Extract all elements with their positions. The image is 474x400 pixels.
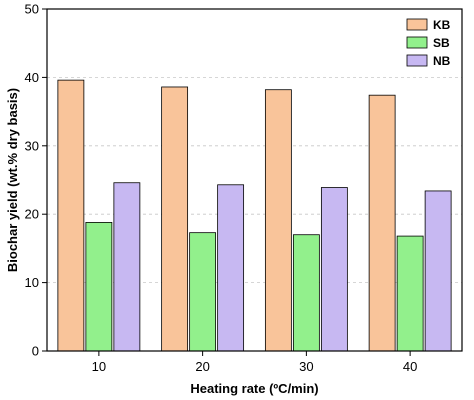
x-axis: 10 20 30 40 bbox=[92, 351, 417, 374]
legend-label-nb: NB bbox=[433, 54, 451, 68]
bar-nb-40 bbox=[424, 190, 452, 352]
bar-sb-40 bbox=[396, 235, 424, 352]
legend-swatch-sb bbox=[406, 36, 428, 49]
bar-sb-30 bbox=[292, 234, 320, 352]
y-tick-label: 20 bbox=[25, 207, 39, 222]
y-tick-label: 40 bbox=[25, 70, 39, 85]
x-tick-label: 20 bbox=[195, 359, 209, 374]
legend: KB SB NB bbox=[406, 18, 451, 68]
bar-sb-20 bbox=[189, 232, 217, 352]
bar-nb-30 bbox=[320, 187, 348, 352]
bar-nb-10 bbox=[113, 182, 141, 352]
bar-sb-10 bbox=[85, 222, 113, 352]
legend-label-sb: SB bbox=[433, 36, 450, 50]
legend-swatch-nb bbox=[406, 54, 428, 67]
y-tick-label: 0 bbox=[32, 344, 39, 359]
bar-kb-10 bbox=[57, 79, 85, 352]
y-axis: 0 10 20 30 40 50 bbox=[25, 2, 47, 359]
bar-kb-40 bbox=[368, 94, 396, 352]
x-tick-label: 40 bbox=[403, 359, 417, 374]
bars bbox=[57, 79, 452, 352]
x-tick-label: 10 bbox=[92, 359, 106, 374]
x-tick-label: 30 bbox=[299, 359, 313, 374]
x-axis-title: Heating rate (ºC/min) bbox=[190, 381, 318, 396]
legend-label-kb: KB bbox=[433, 18, 451, 32]
y-tick-label: 10 bbox=[25, 275, 39, 290]
y-tick-label: 30 bbox=[25, 138, 39, 153]
y-axis-title: Biochar yield (wt.% dry basis) bbox=[5, 88, 20, 272]
y-tick-label: 50 bbox=[25, 2, 39, 17]
bar-kb-20 bbox=[161, 86, 189, 352]
bar-kb-30 bbox=[264, 89, 292, 352]
plot-frame bbox=[46, 8, 463, 352]
bar-nb-20 bbox=[217, 184, 245, 352]
legend-swatch-kb bbox=[406, 18, 428, 31]
